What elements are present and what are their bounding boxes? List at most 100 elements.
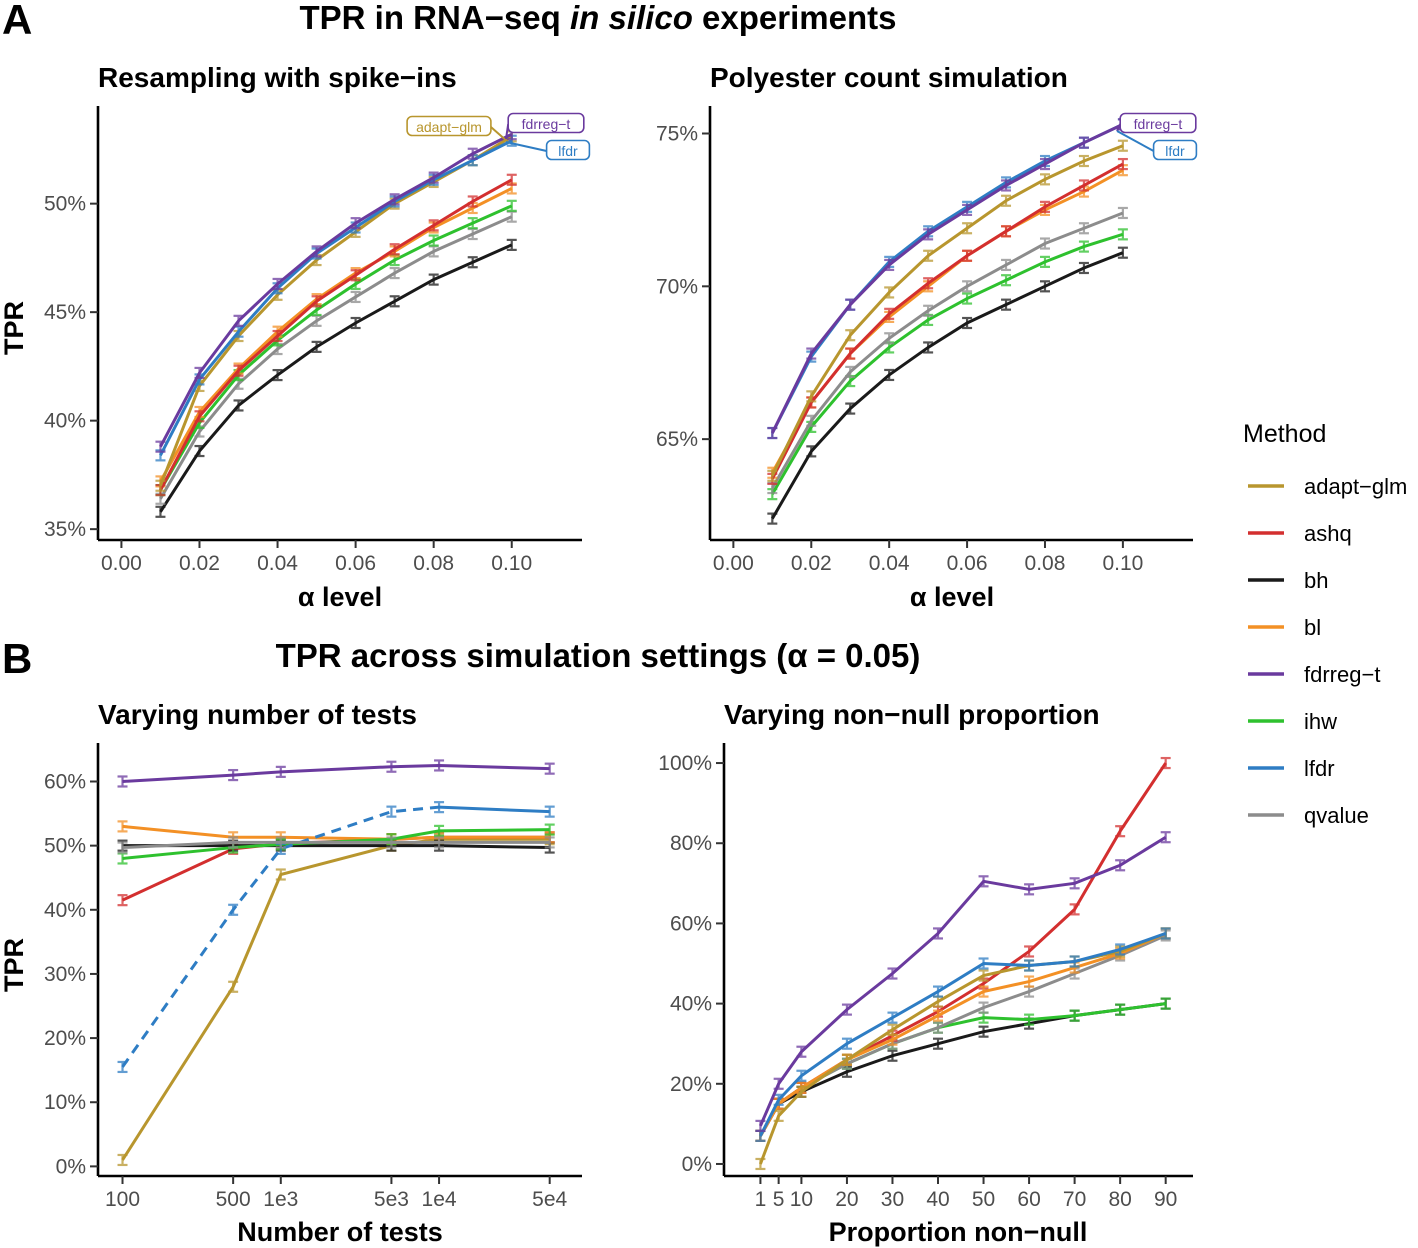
data-point xyxy=(506,173,517,186)
legend: Method adapt−glm ashq bh bl fdrreg−t ihw lfdr q… xyxy=(1243,420,1407,828)
data-point xyxy=(887,1011,898,1024)
callout-box xyxy=(545,139,591,161)
series-line xyxy=(159,139,513,457)
data-point xyxy=(884,258,895,272)
data-point xyxy=(845,329,856,342)
data-point xyxy=(755,1157,766,1171)
data-point xyxy=(434,836,445,849)
legend-item-bl: bl xyxy=(1248,615,1321,640)
legend-label: bh xyxy=(1304,568,1328,593)
data-point xyxy=(767,512,778,525)
plot-title-b1: Varying number of tests xyxy=(98,699,417,730)
data-point xyxy=(884,368,895,382)
data-point xyxy=(767,426,778,440)
data-point xyxy=(1039,173,1050,186)
callout-label: lfdr xyxy=(558,143,578,159)
y-tick-label: 50% xyxy=(44,835,86,858)
data-point xyxy=(923,228,934,241)
x-tick-label: 90 xyxy=(1154,1188,1177,1211)
panel-b-letter: B xyxy=(2,635,32,682)
x-tick-label: 1e4 xyxy=(422,1188,457,1211)
data-point xyxy=(1117,246,1128,259)
x-tick-label: 0.00 xyxy=(713,552,754,575)
data-point xyxy=(544,823,555,836)
data-point xyxy=(233,364,244,377)
y-tick-label: 65% xyxy=(656,428,698,451)
data-point xyxy=(272,368,283,382)
series-line xyxy=(770,144,1124,477)
data-point xyxy=(1069,1009,1080,1022)
data-point xyxy=(978,1025,989,1038)
legend-label: lfdr xyxy=(1304,756,1335,781)
data-point xyxy=(806,390,817,403)
y-tick-label: 20% xyxy=(670,1073,712,1096)
data-point xyxy=(806,414,817,427)
data-point xyxy=(962,292,973,305)
data-point xyxy=(434,824,445,837)
data-point xyxy=(1069,877,1080,890)
y-tick-label: 10% xyxy=(44,1091,86,1114)
data-point xyxy=(1069,903,1080,916)
plot-title-b2: Varying non−null proportion xyxy=(724,699,1100,730)
data-point xyxy=(796,1045,807,1058)
data-point xyxy=(275,836,286,849)
x-tick-label: 0.04 xyxy=(869,552,910,575)
data-point xyxy=(350,316,361,330)
plot-title-a2: Polyester count simulation xyxy=(710,62,1068,93)
x-tick-label: 5 xyxy=(773,1188,785,1211)
data-point xyxy=(1039,157,1050,171)
data-point xyxy=(428,234,439,247)
x-tick-label: 0.08 xyxy=(1025,552,1066,575)
series-fdrreg-t xyxy=(755,831,1171,1132)
series-adapt-glm xyxy=(155,130,517,492)
data-point xyxy=(117,1060,128,1074)
callout-label: fdrreg−t xyxy=(1134,116,1183,132)
data-point xyxy=(386,836,397,849)
data-point xyxy=(155,440,166,453)
data-point xyxy=(1024,883,1035,896)
callout-box xyxy=(1119,112,1197,134)
data-point xyxy=(887,967,898,980)
data-point xyxy=(1160,927,1171,940)
legend-item-fdrreg-t: fdrreg−t xyxy=(1248,662,1380,687)
series-line xyxy=(159,243,513,513)
data-point xyxy=(1115,943,1126,956)
x-tick-label: 0.10 xyxy=(491,552,532,575)
series-adapt-glm xyxy=(767,139,1128,482)
data-point xyxy=(228,836,239,849)
series-line xyxy=(439,805,550,814)
xlabel-b1: Number of tests xyxy=(237,1217,443,1247)
plot-polyester: 0.00 0.02 0.04 0.06 0.08 0.10 65% 70% 75% fdrreg−… xyxy=(656,106,1198,575)
data-point xyxy=(978,957,989,970)
data-point xyxy=(1024,1013,1035,1026)
data-point xyxy=(933,1037,944,1050)
data-point xyxy=(544,762,555,775)
data-point xyxy=(1001,225,1012,238)
data-point xyxy=(1117,206,1128,220)
x-tick-label: 70 xyxy=(1063,1188,1086,1211)
legend-item-lfdr: lfdr xyxy=(1248,756,1335,781)
data-point xyxy=(1069,955,1080,968)
data-point xyxy=(1078,222,1089,235)
legend-item-ihw: ihw xyxy=(1248,709,1337,734)
x-tick-label: 5e3 xyxy=(374,1188,409,1211)
data-point xyxy=(467,195,478,208)
data-point xyxy=(887,1049,898,1062)
legend-title: Method xyxy=(1243,420,1326,448)
series-line xyxy=(122,844,550,850)
data-point xyxy=(755,1119,766,1132)
x-tick-label: 20 xyxy=(835,1188,858,1211)
data-point xyxy=(117,894,128,907)
x-tick-label: 5e4 xyxy=(532,1188,567,1211)
data-point xyxy=(933,1021,944,1034)
data-point xyxy=(1024,945,1035,958)
data-point xyxy=(311,295,322,308)
data-point xyxy=(1078,261,1089,275)
data-point xyxy=(1039,255,1050,268)
data-point xyxy=(434,801,445,814)
data-point xyxy=(275,868,286,881)
data-point xyxy=(773,1109,784,1122)
series-line xyxy=(770,162,1124,480)
series-qvalue xyxy=(117,836,555,854)
x-tick-label: 0.02 xyxy=(791,552,832,575)
